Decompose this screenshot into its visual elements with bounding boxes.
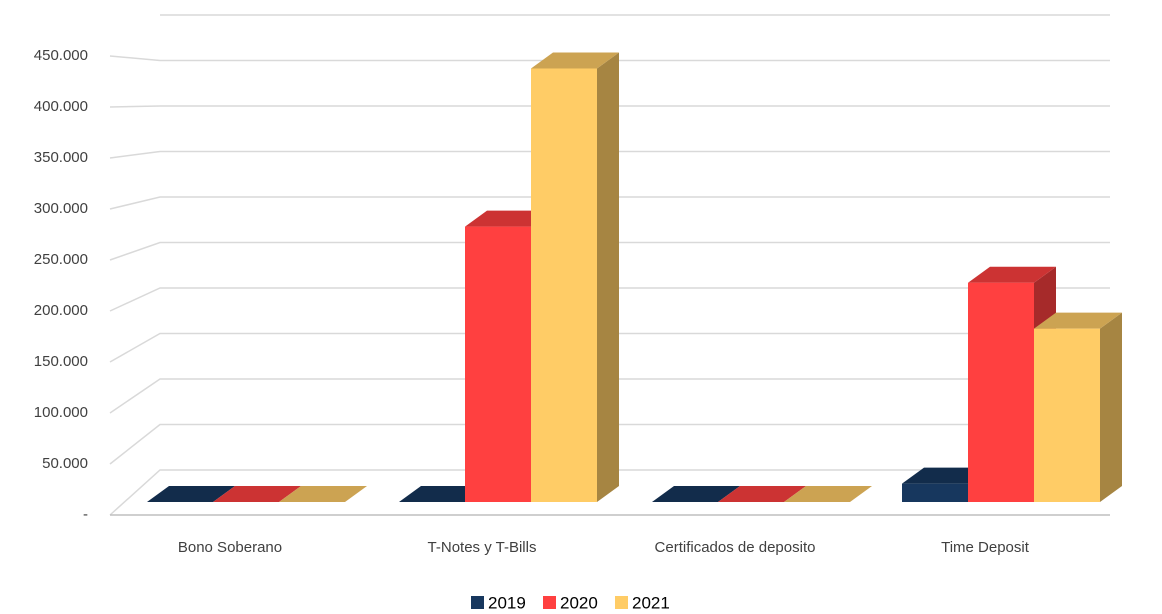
y-tick-label: 100.000 xyxy=(34,404,88,421)
bar xyxy=(531,52,619,502)
grid-line xyxy=(109,105,1110,108)
bar-face xyxy=(1100,312,1122,502)
bar-face xyxy=(718,486,806,502)
y-tick-label: 400.000 xyxy=(34,98,88,115)
x-tick-label: T-Notes y T-Bills xyxy=(428,539,537,556)
grid-line xyxy=(109,241,1110,261)
legend-swatch xyxy=(615,596,628,609)
grid-line xyxy=(109,469,1110,516)
grid-line xyxy=(109,287,1110,312)
x-tick-label: Time Deposit xyxy=(941,539,1030,556)
bar-face xyxy=(784,486,872,502)
grid-line xyxy=(109,378,1110,414)
bar-face xyxy=(1034,328,1100,502)
bar-face xyxy=(465,226,531,502)
bar-face xyxy=(531,68,597,502)
bar-face xyxy=(147,486,235,502)
y-tick-label: 150.000 xyxy=(34,353,88,370)
bar xyxy=(784,486,872,502)
legend-swatch xyxy=(543,596,556,609)
bar-face xyxy=(279,486,367,502)
bar-face xyxy=(597,52,619,502)
y-tick-label: - xyxy=(83,506,88,523)
legend-label: 2019 xyxy=(488,593,526,612)
bar xyxy=(279,486,367,502)
y-tick-label: 450.000 xyxy=(34,47,88,64)
y-tick-label: 250.000 xyxy=(34,251,88,268)
bar-face xyxy=(968,282,1034,502)
y-tick-label: 350.000 xyxy=(34,149,88,166)
bar xyxy=(213,486,301,502)
grid-line xyxy=(109,423,1110,465)
legend-label: 2020 xyxy=(560,593,598,612)
grid-line xyxy=(109,196,1110,210)
bar-face xyxy=(213,486,301,502)
bar-face xyxy=(902,483,968,502)
y-tick-label: 200.000 xyxy=(34,302,88,319)
bar-face xyxy=(531,52,619,69)
bar xyxy=(147,486,235,502)
x-tick-label: Bono Soberano xyxy=(178,539,282,556)
grid-line xyxy=(109,150,1110,159)
bar-face xyxy=(968,266,1056,283)
x-tick-label: Certificados de deposito xyxy=(655,539,816,556)
legend-swatch xyxy=(471,596,484,609)
bar xyxy=(652,486,740,502)
bar-face xyxy=(652,486,740,502)
grid-line xyxy=(109,332,1110,363)
bar xyxy=(718,486,806,502)
y-tick-label: 50.000 xyxy=(42,455,88,472)
y-tick-label: 300.000 xyxy=(34,200,88,217)
legend-label: 2021 xyxy=(632,593,670,612)
bar-face xyxy=(1034,312,1122,329)
grid-line xyxy=(109,55,1110,62)
bar xyxy=(1034,312,1122,502)
